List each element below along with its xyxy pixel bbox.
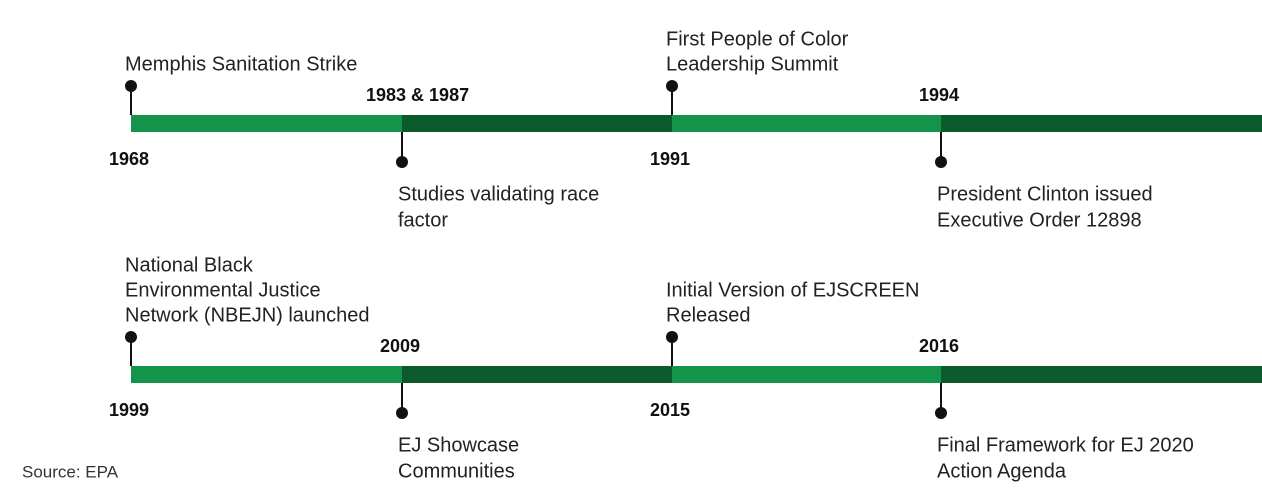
event-label: Leadership Summit — [666, 53, 839, 75]
event-label: Final Framework for EJ 2020 — [937, 434, 1194, 456]
event-label: EJ Showcase — [398, 434, 519, 456]
pin-dot — [396, 407, 408, 419]
pin-dot — [125, 80, 137, 92]
timeline-segment — [131, 115, 402, 132]
event-label: Communities — [398, 460, 515, 482]
event-label: Action Agenda — [937, 460, 1067, 482]
event-label: Executive Order 12898 — [937, 209, 1142, 231]
event-year: 2009 — [380, 336, 420, 356]
pin-dot — [666, 331, 678, 343]
event-label: Memphis Sanitation Strike — [125, 53, 357, 75]
event-label: Released — [666, 304, 751, 326]
timeline-segment — [131, 366, 402, 383]
event-label: Studies validating race — [398, 183, 599, 205]
event-label: Initial Version of EJSCREEN — [666, 279, 919, 301]
event-year: 1983 & 1987 — [366, 85, 469, 105]
event-year: 2016 — [919, 336, 959, 356]
event-label: President Clinton issued — [937, 183, 1153, 205]
event-year: 1991 — [650, 149, 690, 169]
pin-dot — [935, 407, 947, 419]
pin-dot — [666, 80, 678, 92]
event-year: 2015 — [650, 400, 690, 420]
event-label: factor — [398, 209, 448, 231]
event-label: First People of Color — [666, 28, 849, 50]
pin-dot — [125, 331, 137, 343]
event-year: 1994 — [919, 85, 959, 105]
source-note: Source: EPA — [22, 462, 119, 481]
event-year: 1968 — [109, 149, 149, 169]
pin-dot — [935, 156, 947, 168]
event-label: National Black — [125, 254, 254, 276]
event-label: Network (NBEJN) launched — [125, 304, 370, 326]
pin-dot — [396, 156, 408, 168]
timeline-segment — [672, 366, 941, 383]
event-year: 1999 — [109, 400, 149, 420]
event-label: Environmental Justice — [125, 279, 321, 301]
timeline-segment — [402, 366, 672, 383]
timeline-segment — [672, 115, 941, 132]
timeline-segment — [941, 115, 1262, 132]
timeline-segment — [941, 366, 1262, 383]
timeline-segment — [402, 115, 672, 132]
